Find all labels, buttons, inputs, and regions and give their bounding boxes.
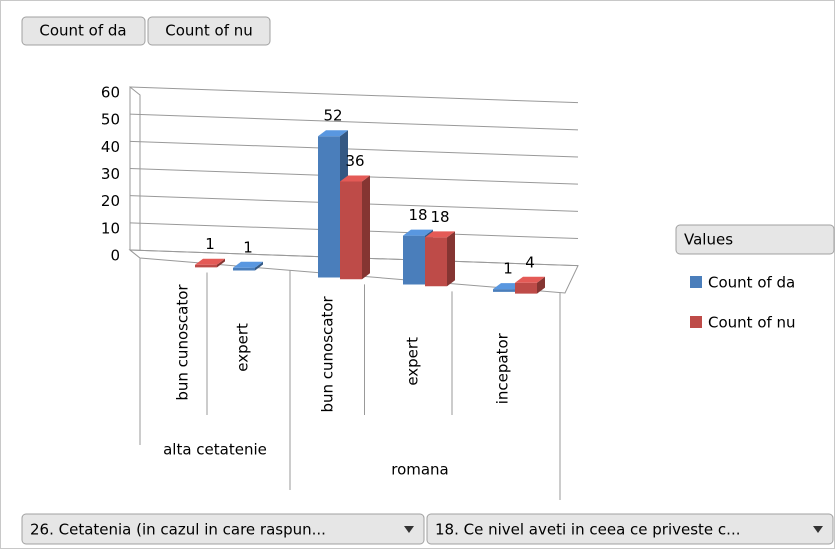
dropdown-arrow [404, 526, 414, 533]
bar [515, 276, 545, 294]
y-tick-label: 20 [101, 192, 120, 210]
data-label: 18 [430, 208, 449, 226]
axis-field-button[interactable] [21, 513, 425, 545]
grid-line [129, 140, 579, 158]
data-label: 1 [243, 238, 253, 256]
field-button-label[interactable]: Count of da [39, 22, 126, 40]
bar [340, 175, 370, 280]
field-button-label[interactable]: Count of nu [165, 22, 253, 40]
bar-face [195, 264, 217, 268]
x-tick-label: expert [404, 337, 422, 386]
bar-face [403, 229, 433, 236]
bar-face [362, 175, 370, 280]
dropdown-arrow [813, 526, 823, 533]
legend-swatch [690, 316, 702, 328]
field-button[interactable] [21, 16, 146, 46]
bar-face [340, 181, 362, 280]
data-label: 1 [205, 235, 215, 253]
legend-swatch [690, 276, 702, 288]
bar [425, 231, 455, 287]
bar-face [425, 231, 455, 238]
bar-face [217, 258, 225, 268]
x-tick-label: incepator [494, 332, 512, 404]
bar-face [340, 175, 370, 182]
bar-face [515, 276, 545, 283]
x-tick-label: bun cunoscator [174, 284, 192, 401]
data-label: 4 [525, 253, 535, 271]
bar [195, 258, 225, 268]
data-label: 18 [408, 206, 427, 224]
axis-field-label[interactable]: 26. Cetatenia (in cazul in care raspun..… [30, 521, 326, 539]
grid-line [129, 86, 579, 104]
y-tick-label: 30 [101, 165, 120, 183]
bar-face [515, 282, 537, 294]
legend-title[interactable]: Values [684, 231, 733, 249]
bar-face [318, 136, 340, 278]
group-label: romana [391, 461, 449, 479]
bar [233, 261, 263, 271]
data-label: 36 [345, 152, 364, 170]
bar-face [255, 261, 263, 271]
side-wall [129, 85, 141, 260]
bar-face [425, 237, 447, 287]
group-label: alta cetatenie [163, 441, 267, 459]
field-button[interactable] [147, 16, 271, 46]
x-tick-label: bun cunoscator [319, 295, 337, 412]
legend-label: Count of da [708, 274, 795, 292]
legend-label: Count of nu [708, 314, 796, 332]
legend-title-button[interactable] [675, 224, 835, 255]
y-tick-label: 0 [110, 247, 120, 265]
bar-face [537, 276, 545, 294]
grid-line [129, 113, 579, 131]
data-label: 1 [503, 260, 513, 278]
y-tick-label: 60 [101, 84, 120, 102]
bar-face [403, 235, 425, 285]
bar-face [233, 267, 255, 271]
bar-face [493, 289, 515, 292]
bar-face [318, 130, 348, 137]
x-tick-label: expert [234, 323, 252, 372]
bar-face [233, 261, 263, 268]
axis-field-button[interactable] [426, 513, 834, 545]
axis-field-label[interactable]: 18. Ce nivel aveti in ceea ce priveste c… [435, 521, 740, 539]
y-tick-label: 40 [101, 138, 120, 156]
bar-face [195, 258, 225, 265]
y-tick-label: 50 [101, 111, 120, 129]
bar-face [447, 231, 455, 287]
data-label: 52 [323, 107, 342, 125]
y-tick-label: 10 [101, 219, 120, 237]
